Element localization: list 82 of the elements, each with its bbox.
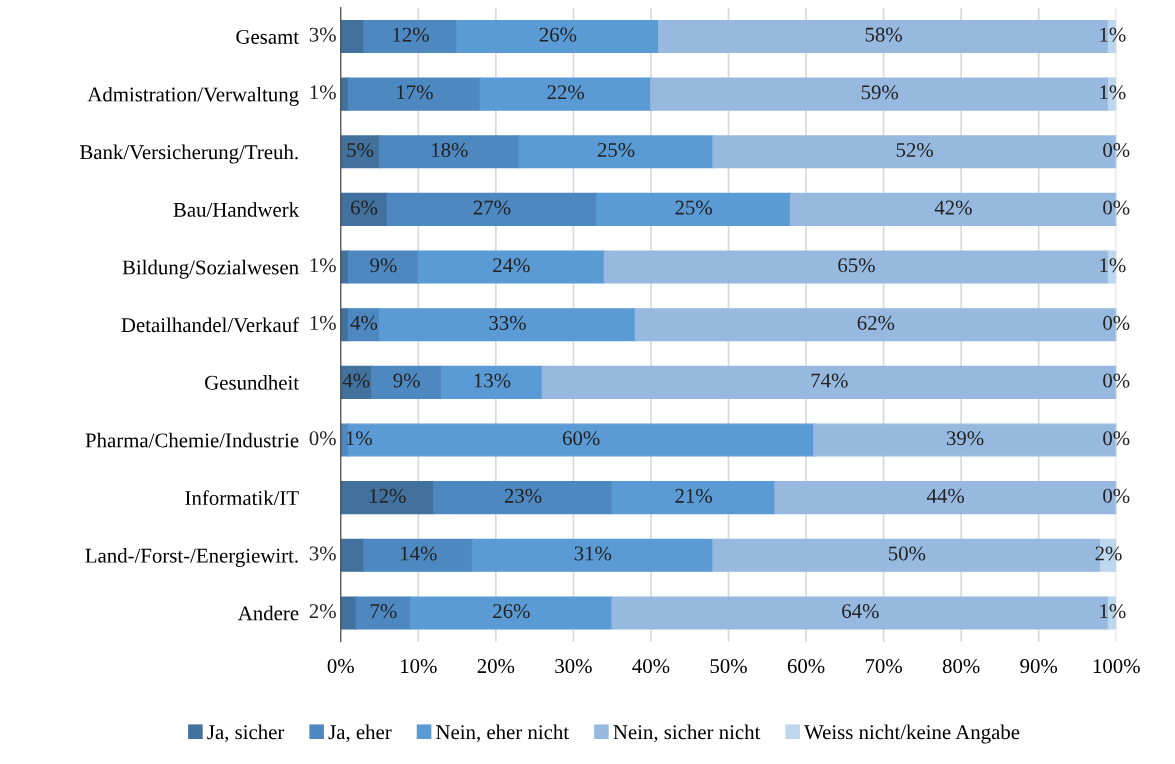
data-label: 31% [574,546,612,561]
x-tick-label: 90% [1020,659,1058,674]
data-label: 25% [675,200,712,215]
data-label: 74% [811,373,848,388]
data-label: 42% [934,200,972,215]
data-label: 22% [547,85,585,100]
data-label: 0% [1103,431,1130,446]
data-label: 1% [310,258,336,273]
legend-label: Nein, eher nicht [436,724,569,743]
y-tick-label: Andere [237,605,299,621]
data-label: 13% [474,373,511,388]
data-label: 0% [1103,200,1130,215]
x-tick-label: 0% [327,659,354,674]
data-label: 1% [1100,258,1126,273]
data-label: 1% [1100,27,1126,42]
data-label: 3% [309,27,336,42]
y-tick-label: Admistration/Verwaltung [87,86,299,106]
x-tick-label: 60% [787,659,825,674]
data-label: 2% [309,604,336,619]
data-label: 27% [473,200,511,215]
y-tick-label: Bildung/Sozialwesen [122,259,299,279]
data-label: 39% [946,431,984,446]
data-label: 1% [1100,604,1126,619]
data-label: 4% [350,315,378,330]
x-tick-label: 100% [1093,659,1140,674]
data-label: 58% [865,27,902,42]
x-tick-label: 40% [632,659,670,674]
data-label: 65% [838,258,875,273]
data-label: 60% [562,431,600,446]
x-tick-label: 50% [710,659,747,674]
x-tick-label: 80% [942,659,980,674]
y-tick-label: Gesamt [236,29,299,44]
y-tick-label: Gesundheit [205,375,299,390]
data-label: 0% [1103,488,1130,503]
x-tick-label: 70% [865,659,902,674]
data-label: 7% [370,604,397,619]
x-tick-label: 10% [401,659,437,674]
y-tick-label: Bau/Handwerk [173,202,300,217]
data-label: 12% [393,27,429,42]
data-label: 26% [493,604,530,619]
data-label: 59% [861,85,899,100]
legend-label: Weiss nicht/keine Angabe [804,724,1020,744]
x-tick-label: 30% [555,659,592,674]
data-label: 14% [401,546,437,561]
data-label: 1% [1100,85,1126,100]
data-label: 50% [888,546,926,561]
data-label: 1% [310,315,336,330]
legend-label: Ja, sicher [207,724,285,743]
data-label: 25% [597,142,635,158]
data-label: 0% [309,431,336,446]
data-label: 4% [342,373,370,388]
data-label: 12% [370,488,406,503]
y-tick-label: Land-/Forst-/Energiewirt. [85,548,298,568]
data-label: 52% [896,142,933,158]
y-tick-label: Detailhandel/Verkauf [121,317,300,333]
data-label: 21% [675,488,712,503]
y-tick-label: Pharma/Chemie/Industrie [85,432,299,448]
data-label: 18% [432,142,468,158]
data-label: 6% [351,200,378,215]
data-label: 17% [397,85,433,100]
data-label: 1% [310,85,336,100]
legend-label: Ja, eher [328,724,392,743]
data-label: 44% [926,488,965,503]
data-label: 9% [393,373,420,388]
data-label: 64% [842,604,879,619]
data-label: 9% [370,258,397,273]
legend-label: Nein, sicher nicht [613,724,761,743]
data-label: 0% [1103,142,1130,158]
data-label: 62% [857,315,895,330]
data-label: 23% [504,488,542,503]
data-label: 26% [539,27,577,42]
data-label: 5% [347,142,374,158]
data-label: 2% [1095,546,1122,561]
data-label: 0% [1103,315,1130,330]
y-tick-label: Bank/Versicherung/Treuh. [80,144,298,164]
x-tick-label: 20% [477,659,515,674]
y-tick-label: Informatik/IT [185,490,299,506]
data-label: 1% [346,431,372,446]
data-label: 33% [489,315,526,330]
data-label: 3% [309,546,336,561]
data-label: 24% [493,258,530,273]
data-label: 0% [1103,373,1130,388]
